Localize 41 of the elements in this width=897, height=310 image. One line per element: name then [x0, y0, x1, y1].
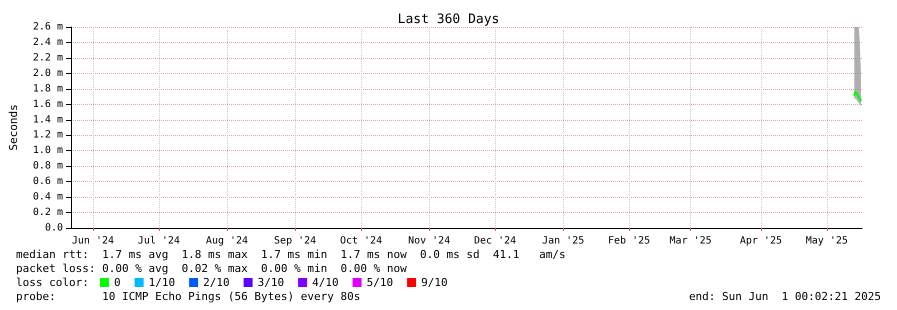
- y-tick-label: 2.0 m: [32, 68, 63, 79]
- legend-label: 5/10: [366, 276, 394, 289]
- y-tick-label: 0.8 m: [32, 160, 63, 172]
- y-tick-label: 1.8 m: [32, 83, 63, 94]
- y-tick-label: 1.4 m: [32, 114, 63, 126]
- y-tick-label: 0.0: [44, 222, 63, 234]
- line-series: [853, 90, 862, 102]
- y-tick-label: 0.4 m: [32, 192, 63, 203]
- chart-title: Last 360 Days: [398, 12, 500, 27]
- x-tick-label: Mar '25: [670, 236, 712, 246]
- x-tick-label: Jan '25: [542, 236, 584, 246]
- text: end: Sun Jun 1 00:02:21 2025: [688, 290, 881, 303]
- x-tick-label: Sep '24: [274, 236, 316, 246]
- x-tick-label: Nov '24: [408, 236, 450, 246]
- y-tick-label: 1.0 m: [32, 145, 63, 156]
- y-tick-label: 1.2 m: [32, 130, 63, 141]
- x-tick-label: Jul '24: [138, 236, 180, 246]
- text: median rtt: 1.7 ms avg 1.8 ms max 1.7 ms min 1.7 ms now 0.0 ms sd 41.1 am/s: [16, 248, 566, 261]
- x-tick-label: Dec '24: [474, 236, 516, 246]
- x-tick-label: Aug '24: [206, 236, 248, 246]
- x-tick-label: Oct '24: [340, 236, 382, 246]
- legend-label: 3/10: [258, 276, 284, 289]
- legend-label: 4/10: [312, 276, 339, 289]
- legend-label: 1/10: [148, 276, 176, 289]
- y-tick-label: 0.2 m: [32, 207, 63, 218]
- y-tick-label: 1.6 m: [32, 98, 63, 110]
- text: probe: 10 ICMP Echo Pings (56 Bytes) every 80s: [16, 290, 360, 303]
- y-axis-title: Seconds: [7, 104, 20, 151]
- x-tick-label: Apr '25: [740, 236, 782, 246]
- x-tick-label: Jun '24: [72, 236, 114, 246]
- legend-label: 0: [114, 276, 121, 289]
- text: packet loss: 0.00 % avg 0.02 % max 0.00 % min 0.00 % now: [16, 262, 407, 275]
- x-tick-label: May '25: [806, 236, 848, 246]
- legend-label: 2/10: [203, 276, 230, 289]
- legend-title: loss color:: [16, 276, 89, 289]
- y-tick-label: 2.6 m: [32, 22, 63, 32]
- y-tick-label: 2.2 m: [32, 52, 63, 64]
- x-tick-label: Feb '25: [608, 236, 650, 246]
- y-tick-label: 2.4 m: [32, 36, 63, 48]
- legend-label: 9/10: [421, 276, 448, 289]
- y-tick-label: 0.6 m: [32, 176, 63, 188]
